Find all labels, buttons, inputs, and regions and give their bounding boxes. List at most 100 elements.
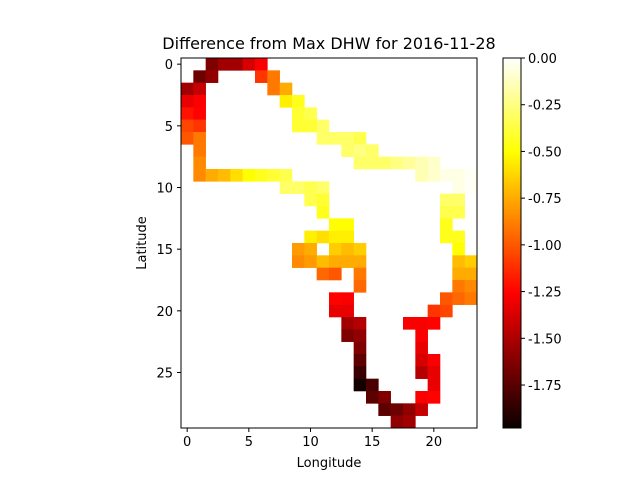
y-tick-label: 20 [156,305,173,320]
heatmap-cell [415,329,428,342]
heatmap-cell [304,255,317,268]
heatmap-cell [292,119,305,133]
heatmap-cell [267,82,280,96]
heatmap-cell [316,267,330,281]
x-axis-label: Longitude [297,456,362,471]
heatmap-cell [403,156,416,170]
y-tick-label: 10 [156,182,173,197]
y-tick-label: 5 [165,120,173,135]
x-tick-label: 0 [183,435,191,450]
heatmap-cell [329,218,342,231]
heatmap-cell [341,144,354,157]
heatmap-cell [390,403,404,416]
heatmap-cell [427,304,441,318]
heatmap-cell [341,317,354,330]
colorbar-ticks: 0.00 -0.25 -0.50 -0.75 -1.00 -1.25 -1.50 -1.75 [521,52,562,394]
x-tick-label: 20 [426,435,443,450]
heatmap-cell [329,230,342,244]
heatmap-cell [316,193,330,207]
heatmap-cell [415,169,428,182]
heatmap-cell [353,243,367,256]
heatmap-cell [193,156,206,170]
heatmap-cell [464,267,478,281]
heatmap-cell [440,206,453,219]
y-tick-label: 15 [156,243,173,258]
heatmap-cell [279,169,293,182]
heatmap-cell [329,304,342,318]
heatmap-cell [440,193,453,207]
heatmap-cell [464,169,478,182]
heatmap-cell [329,132,342,145]
heatmap-cell [440,169,453,182]
heatmap-cell [341,132,354,145]
heatmap-cell [341,218,354,231]
colorbar-tick-label: -0.50 [528,145,562,160]
heatmap-cell [242,169,256,182]
heatmap-cell [452,206,465,219]
heatmap-cell [267,169,280,182]
heatmap-cell [415,391,428,404]
heatmap-cell [415,403,428,416]
heatmap-cell [304,181,317,194]
heatmap-cell [452,255,465,268]
y-tick-label: 25 [156,367,173,382]
heatmap-cell [341,329,354,342]
heatmap-cell [341,292,354,305]
heatmap-cell [366,378,379,392]
heatmap-cell [279,181,293,194]
y-axis: 0 5 10 15 20 25 [156,58,181,382]
heatmap-cell [193,82,206,96]
heatmap-cell [304,119,317,133]
heatmap-cell [181,82,194,96]
heatmap-cell [427,366,441,379]
heatmap-cell [366,156,379,170]
heatmap-cell [230,58,243,71]
heatmap-cell [415,341,428,355]
heatmap-cell [452,193,465,207]
heatmap-cell [255,58,268,71]
heatmap-cell [329,267,342,281]
heatmap-cell [193,95,206,108]
heatmap-cell [415,156,428,170]
heatmap-cell [181,107,194,120]
heatmap-cell [427,169,441,182]
heatmap-cell [341,304,354,318]
heatmap-cell [255,169,268,182]
x-axis: 0 5 10 15 20 [183,428,442,450]
heatmap-cell [353,329,367,342]
heatmap-cell [304,243,317,256]
heatmap-cell [403,403,416,416]
x-tick-label: 5 [245,435,253,450]
heatmap-cell [464,280,478,293]
heatmap-cell [341,255,354,268]
heatmap-cell [193,70,206,83]
x-tick-label: 15 [364,435,381,450]
heatmap-cell [452,280,465,293]
heatmap-cell [316,255,330,268]
heatmap-cell [452,230,465,244]
heatmap-cell [341,243,354,256]
heatmap-cell [353,354,367,367]
heatmap-cell [292,181,305,194]
heatmap-cell [267,70,280,83]
heatmap-cell [205,58,219,71]
heatmap-cell [353,144,367,157]
heatmap-cell [415,354,428,367]
heatmap-cell [378,403,391,416]
heatmap-cell [464,292,478,305]
heatmap-cell [452,267,465,281]
heatmap-cell [353,255,367,268]
heatmap-cell [329,292,342,305]
heatmap-cell [341,230,354,244]
heatmap-cell [415,366,428,379]
colorbar-tick-label: -1.75 [528,379,562,394]
colorbar-tick-label: -1.25 [528,286,562,301]
y-axis-label: Latitude [135,216,150,270]
colorbar-tick-label: -1.50 [528,332,562,347]
heatmap-cell [353,341,367,355]
heatmap-cell [218,58,231,71]
heatmap-cell [452,292,465,305]
heatmap-cell [316,206,330,219]
heatmap-cell [242,58,256,71]
